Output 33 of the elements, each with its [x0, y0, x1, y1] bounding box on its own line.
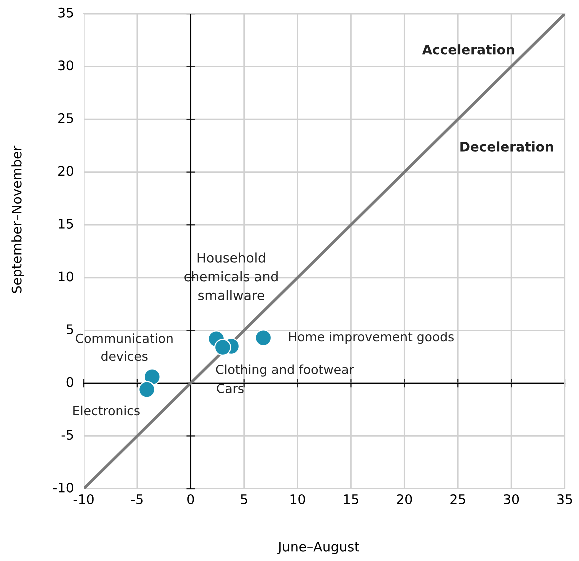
x-axis-title: June–August [278, 542, 360, 554]
y-tick-label: 0 [66, 377, 74, 388]
y-tick-label: 15 [59, 219, 74, 229]
annotation: Electronics [74, 406, 140, 416]
point [214, 339, 232, 356]
point [144, 368, 161, 386]
y-tick-label: -5 [62, 430, 74, 440]
annotation: Acceleration [422, 44, 514, 55]
x-tick-label: 5 [241, 494, 248, 504]
y-tick-label: -10 [53, 482, 74, 493]
y-tick-label: 25 [58, 113, 74, 124]
x-tick-label: 0 [188, 494, 194, 504]
x-tick-label: -5 [132, 494, 143, 504]
x-tick-label: 30 [504, 494, 520, 504]
x-tick-label: 20 [397, 494, 412, 504]
annotation: Clothing and footwear [216, 364, 354, 377]
point [138, 381, 156, 398]
y-tick-label: 5 [67, 324, 74, 334]
x-tick-label: 15 [344, 494, 358, 504]
x-tick-label: 25 [450, 494, 466, 504]
annotation: Deceleration [460, 142, 554, 152]
annotation: Cars [217, 384, 244, 394]
x-tick-label: -10 [74, 494, 94, 504]
x-tick-label: 10 [290, 494, 306, 504]
y-axis-title: September–November [12, 146, 24, 294]
x-tick-label: 35 [558, 494, 572, 504]
y-tick-label: 30 [58, 60, 74, 71]
annotation: Communication devices [76, 334, 173, 362]
y-tick-label: 20 [58, 166, 74, 176]
point [255, 330, 272, 347]
annotation: Home improvement goods [289, 332, 454, 344]
y-tick-label: 35 [58, 8, 74, 18]
y-tick-label: 10 [59, 272, 74, 282]
